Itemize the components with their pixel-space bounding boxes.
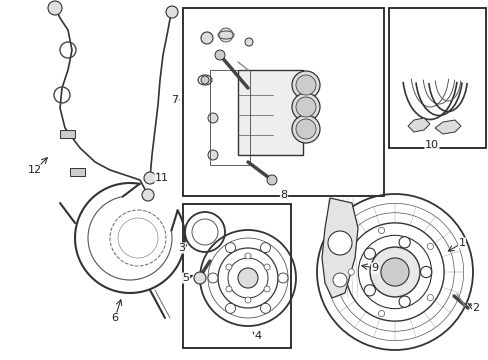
Text: 7: 7 (171, 95, 178, 105)
Text: 2: 2 (471, 303, 479, 313)
Circle shape (420, 266, 431, 278)
Circle shape (427, 243, 432, 249)
Circle shape (398, 237, 409, 248)
Circle shape (225, 303, 235, 313)
Polygon shape (321, 198, 357, 298)
Circle shape (291, 71, 319, 99)
Circle shape (264, 264, 269, 270)
Circle shape (295, 75, 315, 95)
Bar (70, 168, 85, 176)
Circle shape (369, 247, 419, 297)
Text: 8: 8 (280, 190, 287, 200)
Circle shape (278, 273, 287, 283)
Circle shape (295, 97, 315, 117)
Text: 6: 6 (111, 313, 118, 323)
Bar (183, 8, 383, 196)
Circle shape (142, 189, 154, 201)
Circle shape (238, 268, 258, 288)
Circle shape (364, 285, 375, 296)
Circle shape (165, 6, 178, 18)
Text: 5: 5 (182, 273, 189, 283)
Circle shape (143, 172, 156, 184)
Text: 1: 1 (458, 238, 465, 248)
Circle shape (244, 253, 250, 259)
Circle shape (378, 310, 384, 317)
Polygon shape (434, 120, 460, 134)
Circle shape (332, 273, 346, 287)
Circle shape (207, 113, 218, 123)
Circle shape (378, 227, 384, 234)
Circle shape (380, 258, 408, 286)
Circle shape (219, 28, 232, 42)
Circle shape (291, 93, 319, 121)
Circle shape (260, 303, 270, 313)
Circle shape (266, 175, 276, 185)
Circle shape (264, 286, 269, 292)
Circle shape (225, 264, 231, 270)
Bar (183, 204, 290, 348)
Circle shape (207, 273, 218, 283)
Circle shape (260, 243, 270, 253)
Circle shape (347, 269, 354, 275)
Bar (238, 70, 303, 155)
Text: 9: 9 (371, 263, 378, 273)
Text: 12: 12 (28, 165, 42, 175)
Circle shape (201, 76, 208, 84)
Bar (60, 130, 75, 138)
Circle shape (215, 50, 224, 60)
Circle shape (327, 231, 351, 255)
Circle shape (295, 119, 315, 139)
Circle shape (244, 38, 252, 46)
Circle shape (201, 32, 213, 44)
Bar (388, 8, 485, 148)
Circle shape (225, 243, 235, 253)
Circle shape (398, 296, 409, 307)
Circle shape (291, 115, 319, 143)
Text: 10: 10 (424, 140, 438, 150)
Text: 11: 11 (155, 173, 169, 183)
Circle shape (244, 297, 250, 303)
Circle shape (427, 294, 432, 301)
Circle shape (194, 272, 205, 284)
Polygon shape (407, 118, 429, 132)
Bar (209, 70, 249, 165)
Text: 3: 3 (178, 243, 185, 253)
Circle shape (225, 286, 231, 292)
Circle shape (364, 248, 375, 259)
Circle shape (207, 150, 218, 160)
Text: 4: 4 (254, 331, 261, 341)
Circle shape (48, 1, 62, 15)
